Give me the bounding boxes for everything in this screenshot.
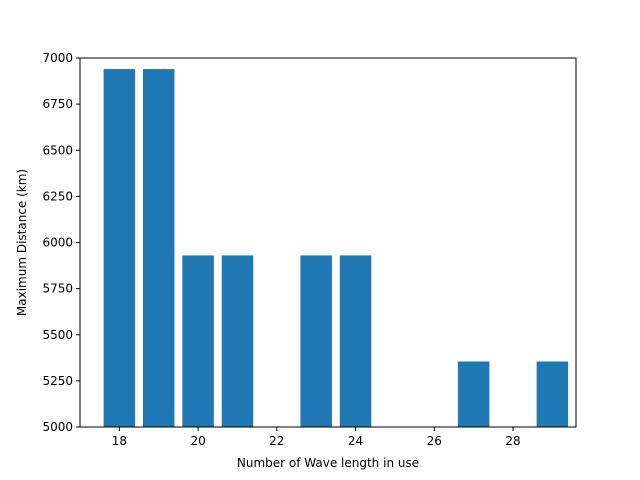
x-axis-label: Number of Wave length in use: [237, 456, 419, 470]
y-tick-label: 7000: [42, 51, 73, 65]
y-tick-label: 5250: [42, 374, 73, 388]
bar-18: [103, 69, 136, 427]
bar-21: [221, 255, 254, 427]
x-tick-label: 28: [505, 434, 520, 448]
bar-27: [457, 361, 490, 427]
y-axis-label: Maximum Distance (km): [15, 169, 29, 316]
bar-23: [300, 255, 332, 427]
x-tick-label: 24: [348, 434, 363, 448]
x-tick-label: 22: [269, 434, 284, 448]
bar-19: [142, 69, 175, 427]
bars-group: [103, 69, 569, 427]
x-tick-label: 26: [427, 434, 442, 448]
bar-24: [339, 255, 372, 427]
y-tick-label: 6750: [42, 97, 73, 111]
bar-20: [182, 255, 214, 427]
y-tick-label: 6500: [42, 143, 73, 157]
x-tick-label: 20: [190, 434, 205, 448]
y-tick-label: 6000: [42, 236, 73, 250]
bar-29: [536, 361, 569, 427]
y-tick-label: 6250: [42, 189, 73, 203]
y-tick-label: 5000: [42, 420, 73, 434]
x-tick-label: 18: [112, 434, 127, 448]
y-tick-label: 5500: [42, 328, 73, 342]
y-tick-label: 5750: [42, 282, 73, 296]
x-ticks-group: 18 20 22 24 26 28: [112, 427, 521, 448]
y-ticks-group: 5000 5250 5500 5750 6000 6250 6500 6750 7000: [42, 51, 80, 434]
